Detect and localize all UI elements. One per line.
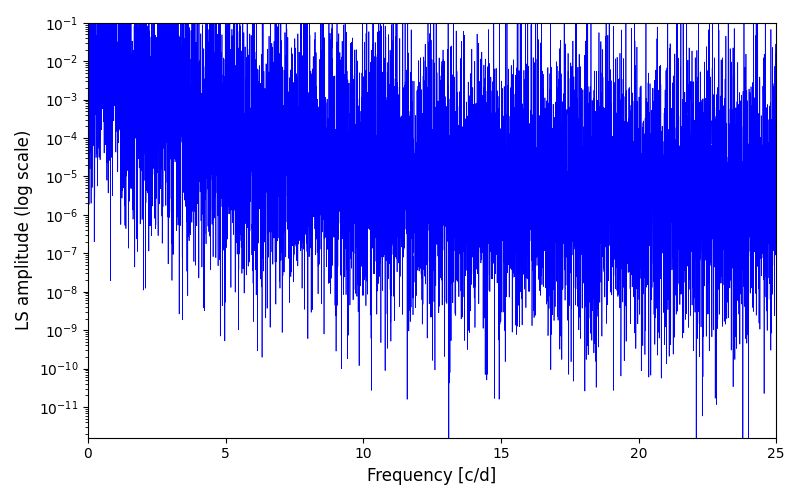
X-axis label: Frequency [c/d]: Frequency [c/d] xyxy=(367,467,497,485)
Y-axis label: LS amplitude (log scale): LS amplitude (log scale) xyxy=(15,130,33,330)
